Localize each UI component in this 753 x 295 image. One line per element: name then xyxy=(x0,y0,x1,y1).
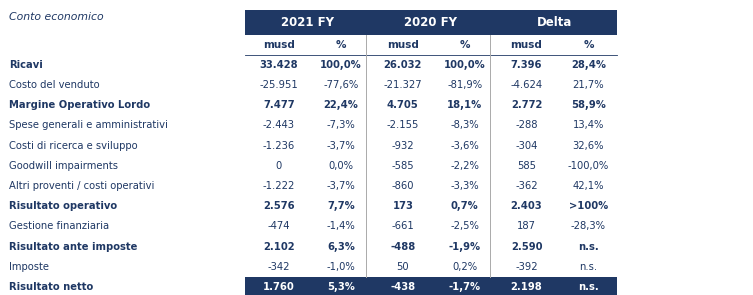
Bar xyxy=(245,277,617,295)
Text: n.s.: n.s. xyxy=(578,282,599,292)
Text: %: % xyxy=(336,40,346,50)
Text: Imposte: Imposte xyxy=(9,262,49,272)
Text: -8,3%: -8,3% xyxy=(450,120,479,130)
Text: 32,6%: 32,6% xyxy=(573,141,604,151)
Text: -932: -932 xyxy=(392,141,414,151)
Text: -7,3%: -7,3% xyxy=(327,120,355,130)
Text: -1.222: -1.222 xyxy=(263,181,295,191)
Text: 4.705: 4.705 xyxy=(387,100,419,110)
Text: Gestione finanziaria: Gestione finanziaria xyxy=(9,221,109,231)
Text: -585: -585 xyxy=(392,161,414,171)
Text: musd: musd xyxy=(263,40,295,50)
Text: -392: -392 xyxy=(515,262,538,272)
Text: 22,4%: 22,4% xyxy=(324,100,358,110)
Text: %: % xyxy=(583,40,593,50)
Text: 5,3%: 5,3% xyxy=(327,282,355,292)
Text: 18,1%: 18,1% xyxy=(447,100,482,110)
Text: 0,0%: 0,0% xyxy=(328,161,353,171)
Text: -860: -860 xyxy=(392,181,414,191)
Text: -21.327: -21.327 xyxy=(383,80,422,90)
Text: -4.624: -4.624 xyxy=(511,80,543,90)
Text: 585: 585 xyxy=(517,161,536,171)
Text: n.s.: n.s. xyxy=(579,262,597,272)
Text: -3,7%: -3,7% xyxy=(327,181,355,191)
Text: -362: -362 xyxy=(515,181,538,191)
Text: -438: -438 xyxy=(390,282,416,292)
Text: n.s.: n.s. xyxy=(578,242,599,252)
Text: -661: -661 xyxy=(392,221,414,231)
Text: -3,6%: -3,6% xyxy=(450,141,479,151)
Text: 100,0%: 100,0% xyxy=(444,60,486,70)
Text: -2,2%: -2,2% xyxy=(450,161,479,171)
Text: 0,2%: 0,2% xyxy=(452,262,477,272)
Text: 2021 FY: 2021 FY xyxy=(281,16,334,29)
Text: Risultato operativo: Risultato operativo xyxy=(9,201,117,211)
Text: -1.236: -1.236 xyxy=(263,141,295,151)
Text: Risultato netto: Risultato netto xyxy=(9,282,93,292)
Text: 2.772: 2.772 xyxy=(511,100,542,110)
Text: Spese generali e amministrativi: Spese generali e amministrativi xyxy=(9,120,168,130)
Text: 100,0%: 100,0% xyxy=(320,60,361,70)
Text: >100%: >100% xyxy=(569,201,608,211)
Text: -288: -288 xyxy=(515,120,538,130)
Text: -1,9%: -1,9% xyxy=(449,242,480,252)
Text: Ricavi: Ricavi xyxy=(9,60,43,70)
Text: musd: musd xyxy=(511,40,542,50)
Text: 33.428: 33.428 xyxy=(260,60,298,70)
Text: 58,9%: 58,9% xyxy=(571,100,606,110)
Text: 2.590: 2.590 xyxy=(511,242,542,252)
Text: -2,5%: -2,5% xyxy=(450,221,479,231)
Text: 28,4%: 28,4% xyxy=(571,60,606,70)
Text: -1,4%: -1,4% xyxy=(327,221,355,231)
Text: Costi di ricerca e sviluppo: Costi di ricerca e sviluppo xyxy=(9,141,138,151)
Text: Altri proventi / costi operativi: Altri proventi / costi operativi xyxy=(9,181,154,191)
Text: Conto economico: Conto economico xyxy=(9,12,103,22)
Text: -1,0%: -1,0% xyxy=(327,262,355,272)
Text: -77,6%: -77,6% xyxy=(323,80,358,90)
Text: 2.576: 2.576 xyxy=(263,201,294,211)
Text: %: % xyxy=(459,40,470,50)
Bar xyxy=(369,10,492,35)
Text: Goodwill impairments: Goodwill impairments xyxy=(9,161,118,171)
Text: -488: -488 xyxy=(390,242,416,252)
Text: 2.198: 2.198 xyxy=(511,282,542,292)
Text: -3,7%: -3,7% xyxy=(327,141,355,151)
Text: -474: -474 xyxy=(268,221,290,231)
Text: -342: -342 xyxy=(268,262,290,272)
Text: 2.403: 2.403 xyxy=(511,201,542,211)
Text: -2.155: -2.155 xyxy=(386,120,419,130)
Text: -100,0%: -100,0% xyxy=(568,161,609,171)
Text: 1.760: 1.760 xyxy=(263,282,295,292)
Text: 7,7%: 7,7% xyxy=(327,201,355,211)
Text: Costo del venduto: Costo del venduto xyxy=(9,80,99,90)
Text: 7.396: 7.396 xyxy=(511,60,542,70)
Text: 13,4%: 13,4% xyxy=(573,120,604,130)
Text: 0: 0 xyxy=(276,161,282,171)
Text: 26.032: 26.032 xyxy=(383,60,422,70)
Text: 187: 187 xyxy=(517,221,536,231)
Text: 2.102: 2.102 xyxy=(263,242,294,252)
Text: 173: 173 xyxy=(392,201,413,211)
Bar xyxy=(492,10,617,35)
Text: 50: 50 xyxy=(396,262,409,272)
Text: 0,7%: 0,7% xyxy=(451,201,478,211)
Text: 7.477: 7.477 xyxy=(263,100,294,110)
Text: -304: -304 xyxy=(515,141,538,151)
Text: -28,3%: -28,3% xyxy=(571,221,606,231)
Text: 2020 FY: 2020 FY xyxy=(404,16,457,29)
Text: -1,7%: -1,7% xyxy=(449,282,480,292)
Text: musd: musd xyxy=(387,40,419,50)
Text: -25.951: -25.951 xyxy=(260,80,298,90)
Text: 21,7%: 21,7% xyxy=(572,80,604,90)
Text: Margine Operativo Lordo: Margine Operativo Lordo xyxy=(9,100,150,110)
Text: 42,1%: 42,1% xyxy=(573,181,604,191)
Bar xyxy=(245,10,369,35)
Text: 6,3%: 6,3% xyxy=(327,242,355,252)
Text: -2.443: -2.443 xyxy=(263,120,295,130)
Text: Delta: Delta xyxy=(537,16,572,29)
Text: -3,3%: -3,3% xyxy=(450,181,479,191)
Text: Risultato ante imposte: Risultato ante imposte xyxy=(9,242,137,252)
Text: -81,9%: -81,9% xyxy=(447,80,482,90)
